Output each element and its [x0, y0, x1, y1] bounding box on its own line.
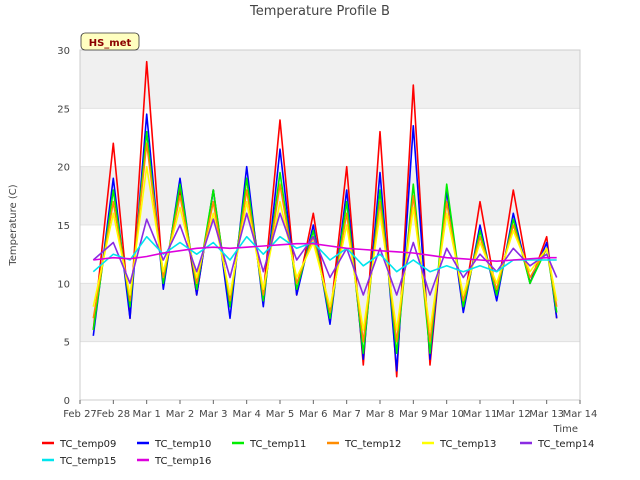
legend-label: TC_temp13	[439, 439, 496, 450]
x-tick-label: Mar 14	[563, 409, 598, 420]
band-3	[80, 166, 580, 225]
site-badge: HS_met	[80, 32, 140, 51]
y-axis-ticks: 0 5 10 15 20 25 30	[57, 46, 70, 407]
legend-label: TC_temp09	[59, 439, 116, 450]
series-line-TC_temp15	[92, 235, 557, 273]
legend-label: TC_temp10	[154, 439, 211, 450]
x-tick-label: Mar 6	[299, 409, 327, 420]
badge-label: HS_met	[89, 38, 132, 49]
x-tick-label: Feb 27	[63, 409, 97, 420]
series-lines	[92, 60, 558, 378]
x-tick-label: Mar 8	[366, 409, 394, 420]
y-tick-label: 10	[57, 279, 70, 290]
x-tick-label: Mar 5	[266, 409, 294, 420]
x-tick-label: Mar 7	[332, 409, 360, 420]
y-tick-label: 30	[57, 46, 70, 57]
x-tick-label: Mar 10	[429, 409, 464, 420]
legend-label: TC_temp15	[59, 456, 116, 467]
legend-label: TC_temp12	[344, 439, 401, 450]
legend-label: TC_temp11	[249, 439, 306, 450]
x-tick-label: Mar 11	[463, 409, 498, 420]
band-0	[80, 341, 580, 400]
y-tick-label: 15	[57, 221, 70, 232]
legend-label: TC_temp16	[154, 456, 211, 467]
x-tick-label: Mar 3	[199, 409, 227, 420]
legend: TC_temp09 TC_temp10 TC_temp11 TC_temp12 TC_t…	[42, 439, 594, 467]
x-tick-label: Mar 2	[166, 409, 194, 420]
y-tick-label: 20	[57, 163, 70, 174]
series-line-TC_temp16	[93, 242, 557, 263]
x-tick-label: Mar 1	[132, 409, 160, 420]
x-tick-label: Mar 13	[529, 409, 564, 420]
x-axis-label: Time	[553, 424, 578, 435]
x-tick-label: Mar 12	[496, 409, 531, 420]
y-axis-label: Temperature (C)	[8, 184, 19, 266]
legend-label: TC_temp14	[537, 439, 594, 450]
series-line-TC_temp13	[92, 165, 558, 331]
badge-box	[80, 32, 140, 51]
band-4	[80, 108, 580, 167]
x-tick-label: Mar 4	[232, 409, 260, 420]
y-tick-label: 5	[64, 338, 70, 349]
chart-title: Temperature Profile B	[249, 4, 390, 19]
x-axis-ticks: Feb 27 Feb 28 Mar 1 Mar 2 Mar 3 Mar 4 Mar 5 Mar…	[63, 400, 597, 420]
band-5	[80, 50, 580, 109]
y-tick-label: 25	[57, 104, 70, 115]
plot-frame	[79, 49, 581, 401]
y-tick-label: 0	[64, 396, 70, 407]
x-tick-label: Feb 28	[97, 409, 131, 420]
x-tick-label: Mar 9	[399, 409, 427, 420]
